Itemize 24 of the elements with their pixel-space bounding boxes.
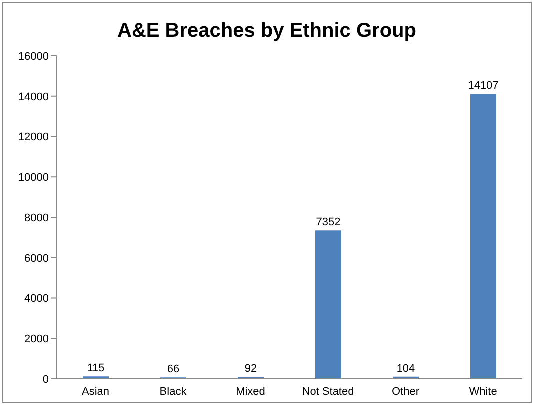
chart-title: A&E Breaches by Ethnic Group	[116, 20, 418, 43]
y-tick-label: 16000	[18, 50, 49, 63]
x-tick-label: Other	[392, 386, 420, 398]
x-tick-label: Not Stated	[302, 386, 354, 398]
y-tick-label: 8000	[24, 212, 49, 224]
y-tick-label: 10000	[18, 172, 49, 184]
y-tick-label: 6000	[24, 252, 49, 265]
y-tick-label: 14000	[18, 91, 49, 104]
data-label: 7352	[316, 216, 341, 229]
data-label: 14107	[468, 80, 499, 92]
x-tick-label: Mixed	[236, 386, 266, 398]
y-tick-label: 4000	[24, 293, 49, 306]
y-tick-label: 2000	[24, 334, 49, 346]
bar	[316, 230, 342, 379]
data-label: 92	[244, 363, 258, 376]
y-tick-label: 0	[42, 374, 49, 386]
x-tick-label: Black	[160, 386, 188, 398]
data-label: 115	[87, 362, 105, 375]
data-label: 66	[167, 364, 180, 376]
bar	[470, 94, 496, 379]
x-tick-label: White	[469, 386, 498, 398]
y-tick-label: 12000	[18, 132, 49, 144]
x-tick-label: Asian	[82, 386, 110, 398]
data-label: 104	[396, 362, 416, 375]
